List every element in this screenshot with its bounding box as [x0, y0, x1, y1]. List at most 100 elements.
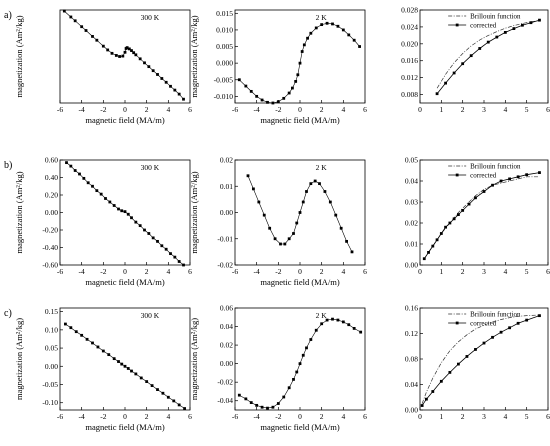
data-point — [282, 96, 286, 100]
data-point — [161, 391, 165, 395]
x-axis-label: magnetic field (MA/m) — [260, 115, 339, 125]
y-tick-label: -0.02 — [217, 261, 233, 270]
y-axis-label: magnetization (Am²/kg) — [14, 171, 24, 253]
data-point — [134, 372, 138, 376]
data-point — [147, 232, 151, 235]
data-point — [452, 71, 456, 75]
y-tick-label: -0.40 — [42, 243, 58, 252]
chart-panel: 0 1 2 3 4 5 6 0.00 0.01 0.02 0.03 0.04 0.05 Brillouin… — [405, 156, 550, 277]
y-tick-label: -0.60 — [42, 261, 58, 270]
data-point — [95, 189, 99, 193]
x-tick-label: 2 — [145, 267, 149, 276]
data-point — [309, 338, 313, 341]
y-tick-label: 0.06 — [220, 304, 233, 313]
data-point — [347, 323, 351, 327]
data-point — [86, 181, 90, 185]
data-point — [467, 202, 471, 206]
data-point — [266, 406, 269, 410]
y-tick-label: 0.20 — [45, 191, 58, 200]
data-point — [331, 317, 334, 321]
plot-frame — [59, 307, 191, 411]
data-point — [134, 220, 138, 224]
temperature-label: 300 K — [141, 163, 160, 172]
data-point — [305, 190, 308, 193]
x-tick-label: 4 — [341, 105, 345, 114]
x-tick-label: 0 — [123, 412, 127, 421]
y-tick-label: 0.000 — [216, 59, 233, 68]
x-tick-label: 0 — [298, 105, 302, 114]
temperature-label: 2 K — [316, 13, 328, 22]
data-point — [120, 362, 124, 366]
data-point — [160, 244, 164, 248]
y-tick-label: 0.00 — [45, 208, 58, 217]
x-tick-label: 5 — [525, 267, 529, 276]
data-point — [123, 364, 127, 368]
data-point — [134, 53, 138, 57]
data-point — [101, 44, 105, 48]
data-point — [85, 337, 89, 341]
x-axis-label: magnetic field (MA/m) — [85, 115, 164, 125]
data-point — [512, 27, 516, 30]
data-point — [237, 78, 241, 82]
x-tick-label: -6 — [57, 412, 63, 421]
data-point — [177, 403, 181, 407]
data-point — [112, 204, 116, 207]
x-tick-label: 2 — [145, 105, 149, 114]
x-tick-label: -4 — [79, 412, 85, 421]
data-point — [431, 244, 435, 248]
data-point — [325, 21, 329, 25]
legend-marker — [455, 321, 459, 325]
row-label: a) — [4, 10, 12, 21]
data-point — [73, 169, 77, 172]
x-tick-label: 6 — [546, 412, 550, 421]
corrected-curve — [423, 172, 540, 259]
y-axis-label: magnetization (Am²/kg) — [189, 171, 199, 253]
data-point — [160, 77, 164, 80]
row-label: b) — [4, 160, 12, 171]
data-point — [295, 221, 299, 225]
y-tick-label: 0.60 — [45, 156, 58, 165]
x-tick-label: 0 — [298, 412, 302, 421]
data-point — [132, 51, 136, 55]
data-point — [508, 177, 511, 181]
temperature-label: 300 K — [141, 311, 160, 320]
data-point — [249, 89, 253, 93]
y-tick-label: 0.01 — [220, 182, 233, 191]
y-tick-label: 0.015 — [216, 9, 233, 18]
figure-row: c) -6 -4 -2 0 2 4 6 -0.10 -0.05 0.00 0.05 0.10 0.15 ma… — [4, 304, 550, 433]
data-point — [287, 91, 291, 95]
data-point — [84, 29, 88, 32]
data-point — [173, 88, 177, 92]
brillouin-curve — [424, 176, 540, 259]
y-tick-label: 0.00 — [220, 208, 233, 217]
data-point — [341, 28, 345, 32]
legend-label: corrected — [470, 320, 497, 328]
data-point — [516, 175, 520, 179]
data-point — [276, 100, 280, 104]
data-point — [164, 80, 168, 84]
x-tick-label: 4 — [503, 267, 507, 276]
data-point — [143, 61, 146, 65]
data-point — [336, 24, 340, 28]
y-tick-label: 0.08 — [405, 355, 418, 364]
x-tick-label: -6 — [57, 105, 63, 114]
data-point — [252, 187, 255, 191]
data-point — [78, 172, 81, 176]
data-point — [125, 46, 129, 50]
data-point — [260, 98, 264, 102]
y-tick-label: 0.024 — [401, 22, 418, 31]
data-point — [130, 49, 133, 52]
data-point — [268, 226, 272, 230]
y-tick-label: 0.00 — [220, 359, 233, 368]
x-tick-label: 4 — [341, 267, 345, 276]
data-point — [126, 367, 130, 370]
data-point — [358, 45, 361, 48]
data-point — [82, 176, 86, 180]
data-point — [130, 369, 133, 373]
y-tick-label: -0.05 — [42, 380, 58, 389]
x-tick-label: 3 — [482, 105, 486, 114]
data-point — [525, 173, 529, 177]
data-point — [276, 402, 280, 405]
x-tick-label: 3 — [482, 267, 486, 276]
